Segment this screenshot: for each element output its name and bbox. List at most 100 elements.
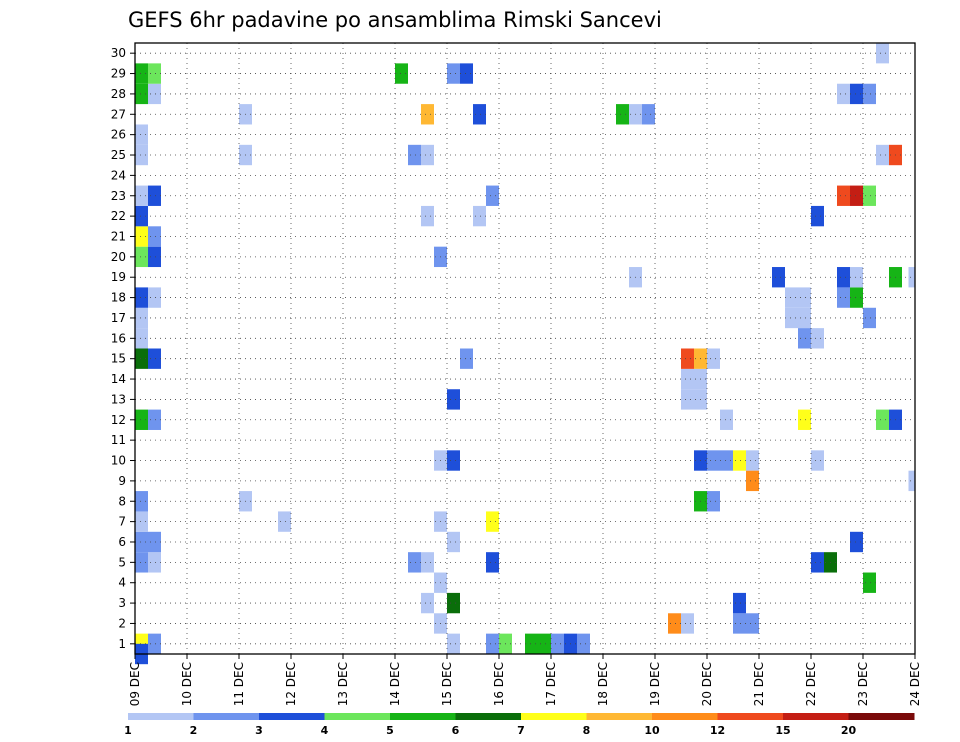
data-cell (135, 124, 148, 145)
data-cell (135, 511, 148, 532)
y-tick-label: 20 (111, 250, 126, 264)
data-cell (720, 409, 733, 430)
x-tick-label: 17 DEC (544, 662, 558, 706)
legend-tick-label: 20 (841, 724, 857, 737)
data-cell (811, 552, 824, 573)
data-cell (850, 531, 863, 553)
data-cell (863, 83, 876, 105)
data-cell (707, 491, 720, 512)
x-tick-label: 12 DEC (284, 662, 298, 706)
y-tick-label: 21 (111, 229, 126, 243)
data-cell (850, 83, 863, 105)
data-cell (148, 185, 161, 206)
y-tick-label: 9 (118, 474, 126, 488)
x-tick-label: 16 DEC (492, 662, 506, 706)
data-cell (148, 63, 161, 84)
data-cell (460, 63, 473, 84)
data-cell (473, 104, 486, 125)
data-cell (850, 267, 863, 288)
data-cell (135, 328, 148, 349)
grid-lines (134, 43, 916, 654)
legend-swatch (128, 713, 194, 720)
legend-swatch (848, 713, 915, 720)
legend-tick-label: 10 (644, 724, 660, 737)
data-cell (798, 409, 811, 430)
data-cell (135, 63, 148, 84)
data-cell (278, 511, 291, 532)
legend-tick-label: 12 (710, 724, 725, 737)
data-cell (837, 287, 850, 308)
data-cell (148, 83, 161, 105)
y-tick-label: 6 (118, 535, 126, 549)
data-cell (798, 307, 811, 329)
legend-swatch (521, 713, 587, 720)
y-tick-label: 13 (111, 392, 126, 406)
y-tick-label: 10 (111, 454, 126, 468)
x-tick-label: 10 DEC (180, 662, 194, 706)
data-cell (850, 287, 863, 308)
data-cell (447, 633, 460, 654)
y-tick-label: 1 (118, 637, 126, 651)
data-cell (135, 246, 148, 268)
data-cell (681, 389, 694, 410)
legend-swatch (324, 713, 391, 720)
legend-tick-label: 1 (124, 724, 132, 737)
y-tick-label: 29 (111, 67, 126, 81)
data-cell (148, 531, 161, 553)
x-tick-label: 15 DEC (440, 662, 454, 706)
data-cell (772, 267, 785, 288)
data-cell (148, 226, 161, 247)
data-cell (798, 328, 811, 349)
y-tick-label: 27 (111, 107, 126, 121)
legend-swatch (586, 713, 653, 720)
data-cell (148, 348, 161, 369)
data-cell (486, 633, 499, 654)
data-cell (876, 409, 889, 430)
y-tick-label: 4 (118, 576, 126, 590)
data-cell (681, 368, 694, 390)
data-cell (148, 409, 161, 430)
data-cell (447, 592, 460, 614)
legend-tick-label: 5 (386, 724, 394, 737)
data-cell (577, 633, 590, 654)
data-cell (135, 144, 148, 166)
data-cell (135, 287, 148, 308)
data-cell (447, 389, 460, 410)
data-cell (460, 348, 473, 369)
data-cell (707, 450, 720, 471)
data-cell (135, 531, 148, 553)
y-tick-label: 19 (111, 270, 126, 284)
data-cell (525, 633, 538, 654)
data-cell (642, 104, 655, 125)
plot-frame (134, 42, 916, 655)
x-tick-label: 20 DEC (700, 662, 714, 706)
y-tick-label: 2 (118, 616, 126, 630)
data-cell (681, 613, 694, 634)
legend-tick-label: 4 (321, 724, 329, 737)
y-tick-label: 15 (111, 352, 126, 366)
data-cell (421, 104, 434, 125)
data-cell (486, 552, 499, 573)
x-tick-label: 19 DEC (648, 662, 662, 706)
y-tick-label: 16 (111, 331, 126, 345)
data-cell (538, 633, 551, 654)
legend-tick-label: 15 (775, 724, 790, 737)
data-cell (408, 552, 421, 573)
data-cell (135, 185, 148, 206)
y-tick-label: 12 (111, 413, 126, 427)
legend-swatch (259, 713, 325, 720)
data-cell (668, 613, 681, 634)
data-cell (447, 63, 460, 84)
data-cell (720, 450, 733, 471)
y-tick-label: 8 (118, 494, 126, 508)
data-cell (421, 205, 434, 227)
data-cell (863, 572, 876, 593)
data-cell (486, 185, 499, 206)
y-tick-label: 22 (111, 209, 126, 223)
x-tick-label: 09 DEC (128, 662, 142, 706)
data-cell (148, 246, 161, 268)
y-tick-label: 30 (111, 46, 126, 60)
data-cell (733, 613, 746, 634)
data-cell (863, 307, 876, 329)
data-cell (785, 287, 798, 308)
